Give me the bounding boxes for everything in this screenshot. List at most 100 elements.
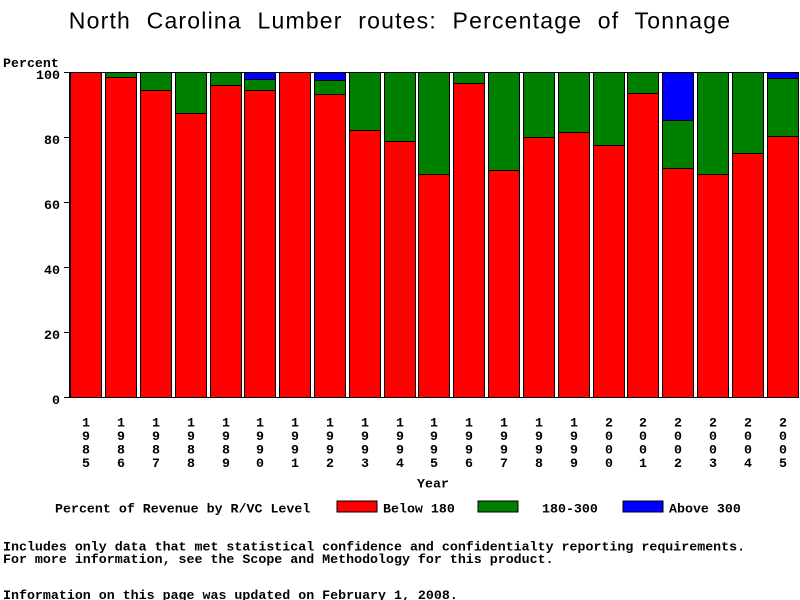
svg-text:9: 9 xyxy=(222,429,230,444)
svg-text:2: 2 xyxy=(326,456,334,471)
svg-text:2: 2 xyxy=(674,415,682,430)
svg-text:9: 9 xyxy=(500,442,508,457)
svg-text:0: 0 xyxy=(779,429,787,444)
svg-text:8: 8 xyxy=(117,442,125,457)
svg-text:9: 9 xyxy=(82,429,90,444)
svg-text:1: 1 xyxy=(82,415,90,430)
svg-text:1: 1 xyxy=(639,456,647,471)
svg-text:0: 0 xyxy=(605,456,613,471)
svg-text:1: 1 xyxy=(396,415,404,430)
svg-text:8: 8 xyxy=(187,456,195,471)
svg-text:0: 0 xyxy=(605,442,613,457)
svg-text:Above 300: Above 300 xyxy=(669,501,741,516)
svg-text:9: 9 xyxy=(326,442,334,457)
svg-text:0: 0 xyxy=(744,442,752,457)
svg-text:1: 1 xyxy=(326,415,334,430)
svg-text:9: 9 xyxy=(222,456,230,471)
svg-text:6: 6 xyxy=(465,456,473,471)
svg-text:2: 2 xyxy=(744,415,752,430)
svg-text:1: 1 xyxy=(256,415,264,430)
svg-text:4: 4 xyxy=(744,456,752,471)
svg-text:80: 80 xyxy=(44,133,60,148)
svg-text:8: 8 xyxy=(82,442,90,457)
svg-text:5: 5 xyxy=(430,456,438,471)
svg-text:2: 2 xyxy=(674,456,682,471)
svg-text:Percent: Percent xyxy=(3,56,59,71)
svg-text:1: 1 xyxy=(187,415,195,430)
svg-text:9: 9 xyxy=(430,429,438,444)
svg-text:4: 4 xyxy=(396,456,404,471)
svg-text:180-300: 180-300 xyxy=(542,501,598,516)
svg-text:9: 9 xyxy=(291,442,299,457)
svg-text:9: 9 xyxy=(152,429,160,444)
svg-text:9: 9 xyxy=(500,429,508,444)
svg-text:0: 0 xyxy=(709,429,717,444)
svg-text:9: 9 xyxy=(117,429,125,444)
svg-text:0: 0 xyxy=(779,442,787,457)
svg-text:0: 0 xyxy=(639,429,647,444)
svg-text:1: 1 xyxy=(291,415,299,430)
svg-text:1: 1 xyxy=(222,415,230,430)
svg-text:2: 2 xyxy=(779,415,787,430)
svg-text:6: 6 xyxy=(117,456,125,471)
svg-text:40: 40 xyxy=(44,263,60,278)
svg-text:9: 9 xyxy=(535,442,543,457)
svg-text:0: 0 xyxy=(256,456,264,471)
svg-text:1: 1 xyxy=(500,415,508,430)
svg-text:Information on this page was u: Information on this page was updated on … xyxy=(3,588,458,600)
svg-text:9: 9 xyxy=(570,442,578,457)
svg-text:9: 9 xyxy=(187,429,195,444)
svg-text:1: 1 xyxy=(465,415,473,430)
svg-text:0: 0 xyxy=(52,393,60,408)
svg-text:0: 0 xyxy=(674,442,682,457)
svg-text:8: 8 xyxy=(535,456,543,471)
svg-text:5: 5 xyxy=(779,456,787,471)
svg-text:3: 3 xyxy=(709,456,717,471)
svg-text:For more information, see the: For more information, see the Scope and … xyxy=(3,552,554,567)
svg-text:9: 9 xyxy=(535,429,543,444)
svg-text:0: 0 xyxy=(639,442,647,457)
svg-text:1: 1 xyxy=(152,415,160,430)
svg-text:9: 9 xyxy=(256,442,264,457)
svg-text:North Carolina Lumber routes:: North Carolina Lumber routes: Percentage… xyxy=(69,8,731,34)
svg-text:7: 7 xyxy=(152,456,160,471)
svg-text:7: 7 xyxy=(500,456,508,471)
svg-text:1: 1 xyxy=(117,415,125,430)
svg-text:9: 9 xyxy=(326,429,334,444)
svg-text:20: 20 xyxy=(44,328,60,343)
svg-text:9: 9 xyxy=(570,456,578,471)
svg-text:1: 1 xyxy=(535,415,543,430)
svg-text:3: 3 xyxy=(361,456,369,471)
svg-text:0: 0 xyxy=(674,429,682,444)
svg-text:2: 2 xyxy=(709,415,717,430)
svg-text:9: 9 xyxy=(256,429,264,444)
svg-text:0: 0 xyxy=(605,429,613,444)
svg-text:1: 1 xyxy=(361,415,369,430)
svg-text:1: 1 xyxy=(291,456,299,471)
svg-text:9: 9 xyxy=(361,429,369,444)
svg-text:0: 0 xyxy=(744,429,752,444)
svg-text:1: 1 xyxy=(570,415,578,430)
svg-text:9: 9 xyxy=(396,429,404,444)
svg-text:8: 8 xyxy=(152,442,160,457)
svg-text:9: 9 xyxy=(430,442,438,457)
svg-text:9: 9 xyxy=(361,442,369,457)
svg-text:1: 1 xyxy=(430,415,438,430)
svg-text:Below 180: Below 180 xyxy=(383,501,455,516)
svg-text:0: 0 xyxy=(709,442,717,457)
svg-text:2: 2 xyxy=(639,415,647,430)
svg-text:8: 8 xyxy=(187,442,195,457)
svg-text:100: 100 xyxy=(36,68,60,83)
svg-text:2: 2 xyxy=(605,415,613,430)
svg-text:9: 9 xyxy=(465,429,473,444)
svg-text:60: 60 xyxy=(44,198,60,213)
svg-text:9: 9 xyxy=(570,429,578,444)
svg-text:5: 5 xyxy=(82,456,90,471)
svg-text:9: 9 xyxy=(291,429,299,444)
svg-text:8: 8 xyxy=(222,442,230,457)
svg-text:9: 9 xyxy=(465,442,473,457)
svg-text:Percent of Revenue by R/VC Lev: Percent of Revenue by R/VC Level xyxy=(55,501,310,516)
svg-text:9: 9 xyxy=(396,442,404,457)
svg-text:Includes only data that met st: Includes only data that met statistical … xyxy=(3,540,745,555)
svg-text:Year: Year xyxy=(417,477,449,492)
